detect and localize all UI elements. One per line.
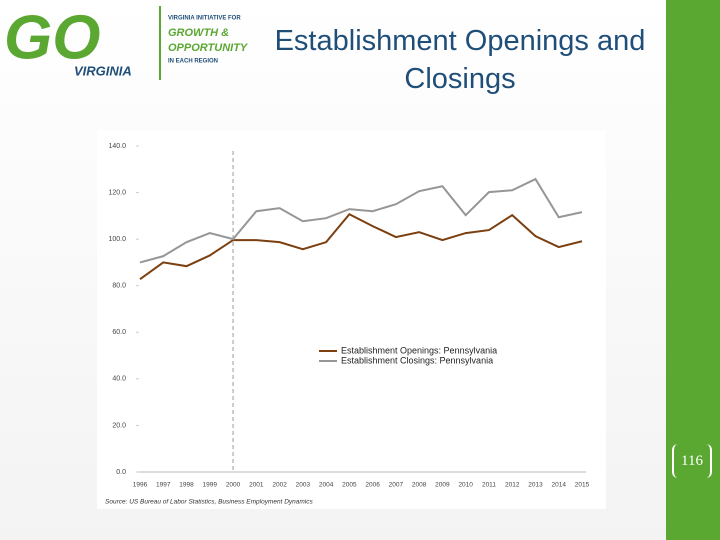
- x-tick-label: 2002: [272, 482, 287, 489]
- logo-text: VIRGINIA INITIATIVE FOR: [168, 16, 241, 22]
- x-tick-label: 2012: [505, 482, 520, 489]
- y-tick-label: 0.0: [116, 469, 126, 476]
- x-tick-label: 2015: [575, 482, 590, 489]
- y-tick-label: 40.0: [112, 376, 126, 383]
- x-tick-label: 2001: [249, 482, 264, 489]
- x-tick-label: 2005: [342, 482, 357, 489]
- x-tick-label: 1996: [133, 482, 148, 489]
- y-tick-label: 80.0: [112, 283, 126, 290]
- page-number: 116: [672, 444, 712, 478]
- source-note: Source: US Bureau of Labor Statistics, B…: [105, 499, 313, 506]
- x-tick-label: 2010: [458, 482, 473, 489]
- slide-title: Establishment Openings and Closings: [274, 25, 646, 95]
- x-tick-label: 2008: [412, 482, 427, 489]
- logo-mark: GO: [4, 3, 100, 72]
- x-tick-label: 2003: [296, 482, 311, 489]
- y-tick-label: 60.0: [112, 329, 126, 336]
- logo: GO VIRGINIA VIRGINIA INITIATIVE FOR GROW…: [4, 3, 249, 80]
- logo-text: GROWTH &: [168, 27, 229, 39]
- logo-text: IN EACH REGION: [168, 59, 218, 65]
- y-tick-label: 20.0: [112, 422, 126, 429]
- x-tick-label: 2011: [482, 482, 496, 489]
- logo-state: VIRGINIA: [74, 63, 132, 78]
- x-tick-label: 1998: [179, 482, 194, 489]
- x-tick-label: 2004: [319, 482, 334, 489]
- chart: 0.0 20.0 40.0 60.0 80.0 100.0 120.0 140.0 1996 19…: [97, 131, 606, 509]
- x-tick-label: 2009: [435, 482, 450, 489]
- chart-area: [97, 131, 606, 509]
- x-tick-label: 2000: [226, 482, 241, 489]
- x-tick-label: 2013: [528, 482, 543, 489]
- y-tick-label: 120.0: [108, 189, 126, 196]
- y-tick-label: 100.0: [108, 236, 126, 243]
- x-tick-label: 1997: [156, 482, 171, 489]
- x-tick-label: 2014: [552, 482, 567, 489]
- y-tick-label: 140.0: [108, 143, 126, 150]
- legend-label: Establishment Closings: Pennsylvania: [341, 355, 493, 365]
- legend-label: Establishment Openings: Pennsylvania: [341, 345, 497, 355]
- x-tick-label: 1999: [203, 482, 218, 489]
- logo-text: OPPORTUNITY: [168, 42, 249, 54]
- series-line: [139, 177, 583, 264]
- x-tick-label: 2007: [389, 482, 404, 489]
- x-tick-label: 2006: [365, 482, 380, 489]
- series-line: [139, 212, 583, 281]
